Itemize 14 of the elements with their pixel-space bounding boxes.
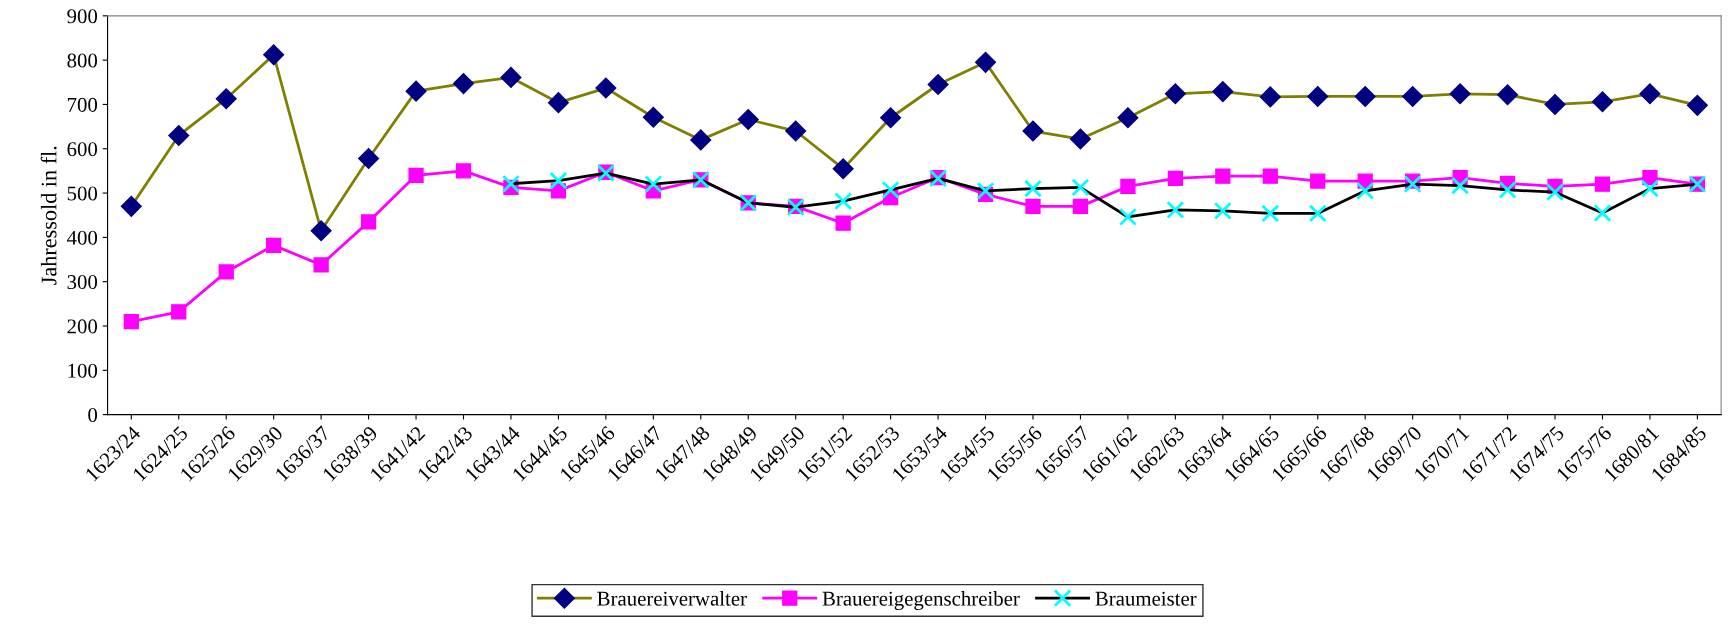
- y-tick-label: 300: [67, 275, 98, 290]
- legend-label: Brauereigegenschreiber: [822, 591, 1020, 610]
- y-tick-label: 0: [88, 407, 98, 423]
- y-tick-label: 900: [67, 9, 98, 24]
- y-tick-label: 200: [67, 319, 98, 334]
- y-tick-label: 100: [68, 363, 98, 378]
- y-tick-label: 700: [67, 97, 98, 112]
- y-axis-title: Jahressold in fl.: [40, 146, 57, 285]
- legend-label: Brauereiverwalter: [597, 591, 747, 606]
- legend-label: Braumeister: [1095, 591, 1197, 606]
- y-tick-label: 500: [67, 186, 98, 201]
- y-tick-label: 400: [67, 230, 98, 245]
- y-tick-label: 600: [67, 142, 98, 157]
- y-tick-label: 800: [67, 53, 98, 68]
